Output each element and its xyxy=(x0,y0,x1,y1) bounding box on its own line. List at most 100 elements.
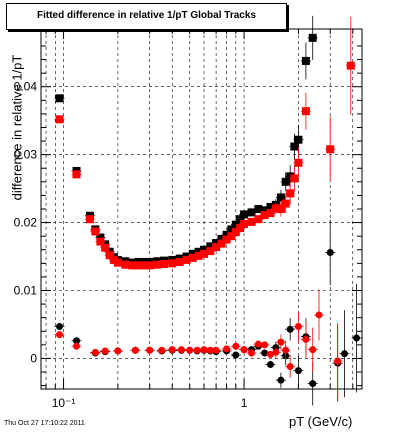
data-point-circle xyxy=(168,346,176,354)
data-point-square xyxy=(134,261,143,270)
data-point-square xyxy=(231,220,240,229)
data-point-square xyxy=(326,145,335,154)
data-point-circle xyxy=(240,346,248,354)
data-point-square xyxy=(188,249,197,258)
data-point-square xyxy=(113,258,122,267)
data-point-square xyxy=(222,235,231,244)
data-point-square xyxy=(175,257,184,266)
data-point-square xyxy=(55,115,64,124)
data-point-square xyxy=(159,260,168,269)
data-point-circle xyxy=(277,376,285,384)
data-point-circle xyxy=(277,338,285,346)
data-point-square xyxy=(145,261,154,270)
data-point-circle xyxy=(286,325,294,333)
data-point-circle xyxy=(223,345,231,353)
data-point-square xyxy=(286,189,295,198)
data-point-square xyxy=(276,205,285,213)
data-point-circle xyxy=(232,351,240,359)
data-point-square xyxy=(247,217,256,226)
data-point-circle xyxy=(114,347,122,355)
y-tick-label: 0.04 xyxy=(14,80,38,94)
data-point-circle xyxy=(56,331,64,339)
data-point-square xyxy=(266,202,275,211)
data-point-square xyxy=(222,230,231,239)
data-point-circle xyxy=(353,334,361,342)
y-axis-label: difference in relative 1/pT xyxy=(9,54,25,201)
data-point-circle xyxy=(302,335,310,343)
data-point-square xyxy=(254,215,263,224)
timestamp: Thu Oct 27 17:10:22 2011 xyxy=(4,420,85,427)
y-tick-label: 0 xyxy=(30,351,37,365)
data-point-square xyxy=(281,177,290,186)
data-point-square xyxy=(294,158,303,167)
data-point-circle xyxy=(158,346,166,354)
chart-title-box: Fitted difference in relative 1/pT Globa… xyxy=(6,3,287,30)
data-point-circle xyxy=(212,346,220,354)
data-point-circle xyxy=(341,350,349,358)
data-point-square xyxy=(294,135,303,144)
data-point-circle xyxy=(282,346,290,354)
data-point-circle xyxy=(73,342,81,350)
plot-frame xyxy=(40,28,363,390)
data-point-circle xyxy=(266,361,274,369)
data-point-square xyxy=(206,242,215,251)
data-point-square xyxy=(260,206,269,215)
data-point-circle xyxy=(232,342,240,350)
data-point-square xyxy=(72,170,81,179)
data-point-square xyxy=(55,94,64,103)
x-tick-label: 10⁻¹ xyxy=(52,396,76,410)
data-point-square xyxy=(236,215,245,224)
data-point-square xyxy=(91,227,100,236)
data-point-circle xyxy=(248,349,256,357)
data-point-circle xyxy=(261,349,269,357)
data-point-square xyxy=(227,232,236,241)
data-point-square xyxy=(231,228,240,237)
data-point-circle xyxy=(334,357,342,365)
data-point-square xyxy=(217,239,226,248)
data-point-square xyxy=(227,225,236,234)
data-point-circle xyxy=(73,337,81,345)
data-point-square xyxy=(217,234,226,243)
data-point-circle xyxy=(177,346,185,354)
data-point-square xyxy=(240,219,249,228)
data-point-square xyxy=(121,260,130,269)
data-point-square xyxy=(194,247,203,256)
data-point-square xyxy=(212,238,221,247)
data-point-square xyxy=(85,215,94,224)
data-point-circle xyxy=(56,323,64,331)
data-point-square xyxy=(308,33,317,42)
data-point-square xyxy=(101,243,110,252)
data-point-circle xyxy=(272,348,280,356)
data-point-square xyxy=(247,208,256,217)
data-point-circle xyxy=(309,380,317,388)
data-point-square xyxy=(188,253,197,262)
data-point-circle xyxy=(261,341,269,349)
data-point-square xyxy=(168,259,177,268)
data-point-square xyxy=(96,233,105,242)
data-point-square xyxy=(96,237,105,246)
data-point-square xyxy=(240,210,249,219)
data-point-square xyxy=(271,204,280,213)
data-point-circle xyxy=(254,340,262,348)
data-point-circle xyxy=(146,346,154,354)
data-point-square xyxy=(105,251,114,260)
data-point-square xyxy=(128,261,137,270)
data-point-circle xyxy=(294,367,302,375)
y-tick-label: 0.03 xyxy=(14,148,38,162)
data-point-square xyxy=(182,255,191,264)
data-point-circle xyxy=(315,311,323,319)
data-point-circle xyxy=(91,348,99,356)
data-point-square xyxy=(200,249,209,258)
data-point-circle xyxy=(186,346,194,354)
data-point-square xyxy=(266,209,275,218)
data-point-square xyxy=(286,172,295,181)
data-point-circle xyxy=(286,363,294,371)
chart-title: Fitted difference in relative 1/pT Globa… xyxy=(37,10,256,21)
data-point-square xyxy=(206,247,215,256)
data-point-square xyxy=(153,260,162,269)
x-tick-label: 1 xyxy=(241,396,248,410)
data-point-circle xyxy=(200,346,208,354)
data-point-square xyxy=(301,56,310,65)
data-point-square xyxy=(281,199,290,208)
